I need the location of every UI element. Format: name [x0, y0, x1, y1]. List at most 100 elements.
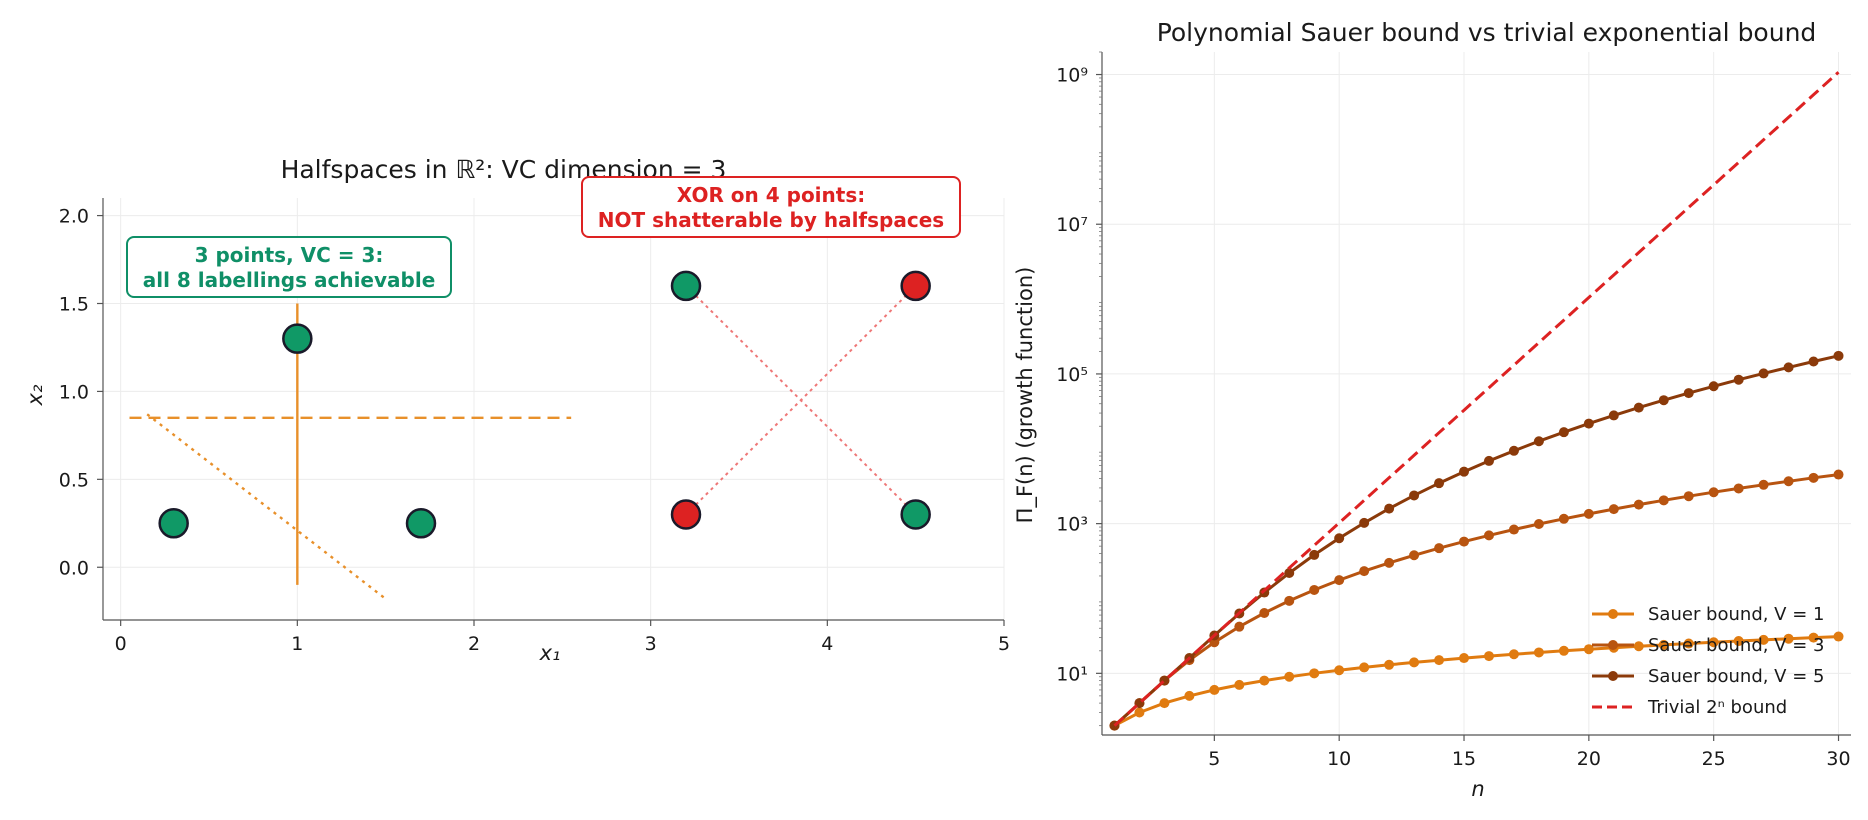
legend-marker-1	[1608, 640, 1618, 650]
series-marker-1	[1783, 476, 1794, 487]
x-tick-label: 30	[1826, 748, 1850, 770]
series-marker-0	[1733, 636, 1744, 647]
series-marker-1	[1483, 530, 1494, 541]
y-tick-label: 10¹	[1056, 663, 1088, 685]
x-tick-label: 2	[468, 633, 480, 655]
series-marker-1	[1658, 495, 1669, 506]
y-tick-label: 0.0	[59, 557, 89, 579]
series-marker-0	[1533, 647, 1544, 658]
series-marker-0	[1384, 659, 1395, 670]
y-tick-label: 10⁷	[1056, 214, 1088, 236]
series-marker-1	[1384, 557, 1395, 568]
separator-line-dotted	[146, 413, 387, 600]
series-marker-1	[1733, 483, 1744, 494]
series-marker-0	[1658, 639, 1669, 650]
series-marker-0	[1558, 645, 1569, 656]
x-tick-label: 15	[1452, 748, 1476, 770]
series-marker-1	[1608, 504, 1619, 515]
series-marker-1	[1508, 524, 1519, 535]
series-marker-1	[1309, 584, 1320, 595]
series-marker-0	[1134, 707, 1145, 718]
series-marker-0	[1633, 641, 1644, 652]
series-marker-1	[1583, 508, 1594, 519]
series-marker-1	[1334, 575, 1345, 586]
series-marker-2	[1309, 549, 1320, 560]
series-marker-0	[1409, 657, 1420, 668]
series-marker-1	[1234, 621, 1245, 632]
x-tick-label: 3	[645, 633, 657, 655]
series-marker-2	[1783, 362, 1794, 373]
x-tick-label: 5	[1208, 748, 1220, 770]
series-marker-0	[1783, 633, 1794, 644]
xor-point-positive	[670, 270, 702, 302]
series-marker-2	[1334, 533, 1345, 544]
x-tick-label: 1	[291, 633, 303, 655]
series-marker-1	[1259, 607, 1270, 618]
right-y-axis-label: Π_F(n) (growth function)	[1013, 267, 1038, 524]
series-marker-2	[1558, 427, 1569, 438]
series-marker-0	[1309, 668, 1320, 679]
legend-label-0: Sauer bound, V = 1	[1648, 604, 1824, 625]
series-marker-2	[1409, 490, 1420, 501]
y-tick-label: 1.0	[59, 381, 89, 403]
series-marker-0	[1583, 644, 1594, 655]
series-marker-2	[1633, 402, 1644, 413]
series-marker-0	[1808, 632, 1819, 643]
series-marker-2	[1359, 517, 1370, 528]
right-x-axis-label: n	[1471, 777, 1484, 801]
series-marker-0	[1508, 649, 1519, 660]
series-marker-2	[1708, 381, 1719, 392]
left-x-axis-label: x₁	[539, 641, 561, 665]
series-marker-2	[1284, 567, 1295, 578]
y-tick-label: 1.5	[59, 294, 89, 316]
series-marker-0	[1758, 634, 1769, 645]
x-tick-label: 20	[1577, 748, 1601, 770]
series-marker-1	[1683, 491, 1694, 502]
annotation-line-1: XOR on 4 points:	[677, 183, 866, 207]
shattered-point	[158, 508, 189, 539]
x-tick-label: 0	[115, 633, 127, 655]
right-chart-title: Polynomial Sauer bound vs trivial expone…	[1157, 18, 1817, 47]
series-marker-1	[1633, 499, 1644, 510]
xor-point-negative	[670, 499, 702, 530]
y-tick-label: 0.5	[59, 469, 89, 491]
series-marker-1	[1434, 543, 1445, 554]
series-marker-1	[1533, 519, 1544, 530]
annotation-box	[581, 176, 961, 238]
legend-label-3: Trivial 2ⁿ bound	[1647, 697, 1787, 718]
series-marker-2	[1658, 395, 1669, 406]
series-marker-0	[1483, 651, 1494, 662]
xor-point-positive	[900, 499, 931, 530]
legend-marker-2	[1608, 671, 1618, 681]
xor-point-negative	[900, 270, 931, 302]
series-line-3	[1113, 71, 1840, 727]
series-marker-0	[1708, 637, 1719, 648]
y-tick-label: 10³	[1056, 514, 1088, 536]
series-marker-2	[1733, 374, 1744, 385]
series-marker-0	[1334, 665, 1345, 676]
series-marker-0	[1209, 684, 1220, 695]
shattered-point	[282, 323, 313, 354]
series-marker-2	[1683, 388, 1694, 399]
x-tick-label: 5	[998, 633, 1010, 655]
series-marker-0	[1259, 675, 1270, 686]
shattered-point	[405, 508, 437, 539]
x-tick-label: 10	[1327, 748, 1351, 770]
x-tick-label: 4	[821, 633, 833, 655]
left-y-axis-label: x₂	[23, 384, 47, 406]
series-marker-1	[1284, 595, 1295, 606]
series-marker-0	[1159, 698, 1170, 709]
xor-diagonal	[685, 285, 917, 516]
series-marker-1	[1558, 513, 1569, 524]
annotation-box	[126, 236, 452, 298]
series-marker-2	[1583, 418, 1594, 429]
series-marker-0	[1234, 679, 1245, 690]
y-tick-label: 2.0	[59, 206, 89, 228]
series-marker-1	[1758, 479, 1769, 490]
series-marker-2	[1508, 445, 1519, 456]
series-marker-1	[1459, 536, 1470, 547]
series-marker-0	[1284, 671, 1295, 682]
series-marker-2	[1758, 368, 1769, 379]
annotation-line-2: all 8 labellings achievable	[143, 268, 436, 292]
series-marker-1	[1833, 469, 1844, 480]
